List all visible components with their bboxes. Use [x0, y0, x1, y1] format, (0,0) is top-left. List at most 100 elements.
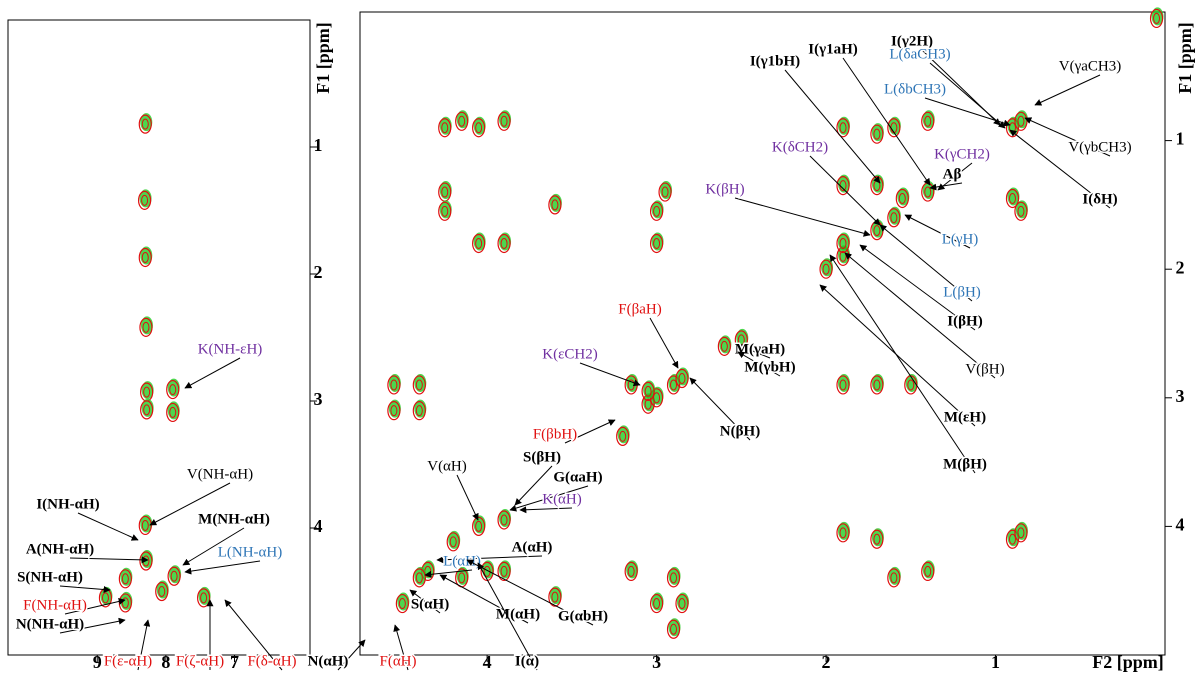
- annotation-label: S(αH): [411, 596, 449, 612]
- annotation-arrow: [580, 363, 640, 385]
- cross-peak: [439, 181, 452, 201]
- cross-peak: [871, 123, 884, 143]
- annotation-label: S(βH): [523, 449, 561, 465]
- spectrum-figure: 9871234F1 [ppm]K(NH-εH)V(NH-αH)I(NH-αH)M…: [0, 0, 1197, 678]
- annotation-label: F(αH): [379, 653, 416, 669]
- y-tick-label: 2: [314, 262, 323, 282]
- annotation-label: M(γbH): [744, 359, 795, 375]
- cross-peak: [140, 316, 153, 336]
- annotation-label: K(εCH2): [542, 346, 597, 362]
- annotation-label: M(εH): [944, 409, 986, 425]
- cross-peak: [668, 618, 681, 638]
- annotation-arrow: [810, 156, 880, 225]
- annotation-arrow: [60, 586, 110, 590]
- cross-peak: [439, 200, 452, 220]
- annotation-label: N(αH): [308, 653, 349, 669]
- x-tick-label: 9: [93, 652, 102, 672]
- annotation-label: V(NH-αH): [187, 466, 253, 482]
- cross-peak: [676, 368, 689, 388]
- cross-peak: [498, 509, 511, 529]
- cross-peak: [659, 181, 672, 201]
- annotation-label: N(NH-αH): [16, 616, 84, 632]
- annotation-arrow: [820, 285, 975, 426]
- y-tick-label: 3: [1176, 386, 1185, 406]
- cross-peak: [139, 113, 152, 133]
- cross-peak: [119, 568, 132, 588]
- annotation-label: G(αaH): [553, 469, 602, 485]
- cross-peak: [167, 379, 180, 399]
- annotation-label: I(βH): [947, 313, 982, 329]
- annotation-arrow: [78, 513, 138, 540]
- annotation-arrow: [185, 561, 260, 572]
- x-tick-label: 4: [483, 652, 492, 672]
- annotation-arrow: [1035, 75, 1100, 105]
- cross-peak: [396, 593, 409, 613]
- annotation-label: F(NH-αH): [23, 597, 87, 613]
- cross-peak: [119, 592, 132, 612]
- annotation-label: V(γbCH3): [1068, 139, 1131, 155]
- cross-peak: [1015, 522, 1028, 542]
- cross-peak: [871, 374, 884, 394]
- annotation-label: V(βH): [965, 361, 1004, 377]
- annotation-label: F(βaH): [618, 301, 661, 317]
- cross-peak: [922, 110, 935, 130]
- cross-peak: [498, 110, 511, 130]
- annotation-arrow: [925, 98, 1010, 125]
- cross-peak: [498, 232, 511, 252]
- annotation-label: I(γ1aH): [808, 41, 858, 57]
- x-tick-label: 1: [991, 652, 1000, 672]
- annotation-label: F(ε-αH): [104, 653, 152, 669]
- annotation-label: V(γaCH3): [1059, 58, 1121, 74]
- annotation-label: L(γH): [942, 231, 979, 247]
- annotation-label: K(δCH2): [772, 139, 828, 155]
- cross-peak: [473, 232, 486, 252]
- cross-peak: [473, 117, 486, 137]
- annotation-arrow: [70, 558, 148, 560]
- cross-peak: [141, 381, 154, 401]
- cross-peak: [668, 567, 681, 587]
- cross-peak: [896, 187, 909, 207]
- annotation-label: L(αH): [443, 553, 481, 569]
- cross-peak: [871, 528, 884, 548]
- cross-peak: [549, 194, 562, 214]
- y-tick-label: 1: [1176, 129, 1185, 149]
- cross-peak: [820, 258, 833, 278]
- annotation-label: L(βH): [943, 284, 981, 300]
- cross-peak: [439, 117, 452, 137]
- annotation-label: I(δH): [1082, 191, 1117, 207]
- cross-peak: [625, 560, 638, 580]
- y-axis-label: F1 [ppm]: [313, 22, 333, 94]
- cross-peak: [167, 401, 180, 421]
- x-tick-label: 2: [822, 652, 831, 672]
- annotation-label: L(δaCH3): [889, 46, 950, 62]
- cross-peak: [837, 522, 850, 542]
- cross-peak: [651, 200, 664, 220]
- cross-peak: [388, 400, 401, 420]
- cross-peak: [456, 567, 469, 587]
- annotation-label: A(αH): [512, 539, 553, 555]
- annotation-label: Aβ: [943, 166, 962, 182]
- annotation-label: K(αH): [542, 491, 582, 507]
- cross-peak: [447, 531, 460, 551]
- cross-peak: [676, 593, 689, 613]
- cross-peak: [198, 587, 211, 607]
- annotation-label: K(NH-εH): [198, 341, 263, 357]
- cross-peak: [888, 567, 901, 587]
- cross-peak: [141, 399, 154, 419]
- page: {"chart_data":[ {"type":"scatter","y_lab…: [0, 0, 1197, 678]
- annotation-label: I(α): [515, 653, 539, 669]
- annotation-arrow: [785, 70, 880, 183]
- annotation-arrow: [185, 358, 240, 388]
- annotation-label: K(γCH2): [934, 146, 990, 162]
- cross-peak: [718, 335, 731, 355]
- cross-peak: [473, 515, 486, 535]
- cross-peak: [1151, 7, 1164, 27]
- annotation-label: M(βH): [943, 456, 987, 472]
- annotation-arrow: [843, 58, 930, 185]
- y-axis-label: F1 [ppm]: [1175, 22, 1195, 94]
- cross-peak: [837, 374, 850, 394]
- annotation-label: V(αH): [427, 458, 467, 474]
- y-tick-label: 1: [314, 135, 323, 155]
- cross-peak: [871, 175, 884, 195]
- annotation-arrow: [520, 508, 572, 510]
